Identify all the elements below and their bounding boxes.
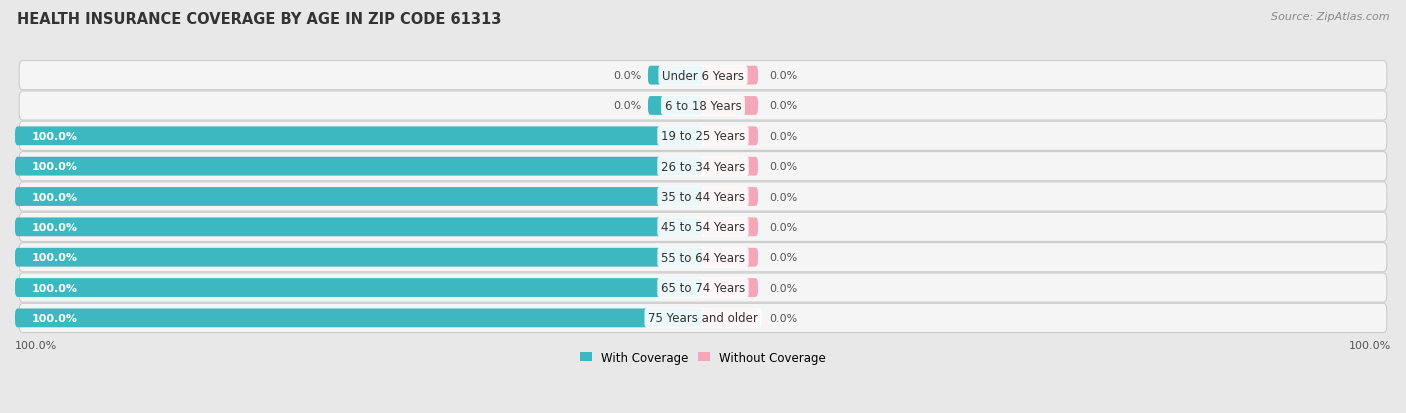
FancyBboxPatch shape xyxy=(20,213,1386,242)
Text: 100.0%: 100.0% xyxy=(31,162,77,172)
FancyBboxPatch shape xyxy=(648,66,703,85)
Text: 0.0%: 0.0% xyxy=(613,71,641,81)
Text: 0.0%: 0.0% xyxy=(769,313,797,323)
Text: 26 to 34 Years: 26 to 34 Years xyxy=(661,160,745,173)
Text: 55 to 64 Years: 55 to 64 Years xyxy=(661,251,745,264)
FancyBboxPatch shape xyxy=(703,97,758,116)
FancyBboxPatch shape xyxy=(20,122,1386,151)
FancyBboxPatch shape xyxy=(20,304,1386,332)
Text: 0.0%: 0.0% xyxy=(769,283,797,293)
FancyBboxPatch shape xyxy=(20,273,1386,302)
FancyBboxPatch shape xyxy=(703,278,758,297)
FancyBboxPatch shape xyxy=(15,218,703,237)
FancyBboxPatch shape xyxy=(20,152,1386,181)
Text: 0.0%: 0.0% xyxy=(613,101,641,111)
FancyBboxPatch shape xyxy=(15,309,703,328)
Text: 0.0%: 0.0% xyxy=(769,253,797,263)
FancyBboxPatch shape xyxy=(15,157,703,176)
Text: 100.0%: 100.0% xyxy=(31,283,77,293)
Text: Source: ZipAtlas.com: Source: ZipAtlas.com xyxy=(1271,12,1389,22)
FancyBboxPatch shape xyxy=(20,92,1386,121)
FancyBboxPatch shape xyxy=(703,157,758,176)
Text: 0.0%: 0.0% xyxy=(769,162,797,172)
FancyBboxPatch shape xyxy=(20,62,1386,90)
FancyBboxPatch shape xyxy=(15,278,703,297)
Text: 35 to 44 Years: 35 to 44 Years xyxy=(661,190,745,204)
FancyBboxPatch shape xyxy=(648,97,703,116)
Text: 100.0%: 100.0% xyxy=(31,131,77,142)
Text: Under 6 Years: Under 6 Years xyxy=(662,69,744,83)
Text: HEALTH INSURANCE COVERAGE BY AGE IN ZIP CODE 61313: HEALTH INSURANCE COVERAGE BY AGE IN ZIP … xyxy=(17,12,502,27)
Text: 0.0%: 0.0% xyxy=(769,192,797,202)
Text: 0.0%: 0.0% xyxy=(769,101,797,111)
Text: 0.0%: 0.0% xyxy=(769,131,797,142)
Text: 75 Years and older: 75 Years and older xyxy=(648,312,758,325)
Text: 100.0%: 100.0% xyxy=(31,313,77,323)
Text: 0.0%: 0.0% xyxy=(769,71,797,81)
Text: 19 to 25 Years: 19 to 25 Years xyxy=(661,130,745,143)
Text: 100.0%: 100.0% xyxy=(31,253,77,263)
FancyBboxPatch shape xyxy=(15,188,703,206)
FancyBboxPatch shape xyxy=(703,188,758,206)
Text: 6 to 18 Years: 6 to 18 Years xyxy=(665,100,741,113)
FancyBboxPatch shape xyxy=(20,183,1386,211)
Text: 0.0%: 0.0% xyxy=(769,222,797,232)
FancyBboxPatch shape xyxy=(703,127,758,146)
Text: 45 to 54 Years: 45 to 54 Years xyxy=(661,221,745,234)
Legend: With Coverage, Without Coverage: With Coverage, Without Coverage xyxy=(575,346,831,368)
FancyBboxPatch shape xyxy=(703,66,758,85)
Text: 100.0%: 100.0% xyxy=(31,192,77,202)
Text: 100.0%: 100.0% xyxy=(1348,340,1391,350)
FancyBboxPatch shape xyxy=(20,243,1386,272)
Text: 100.0%: 100.0% xyxy=(31,222,77,232)
Text: 100.0%: 100.0% xyxy=(15,340,58,350)
Text: 65 to 74 Years: 65 to 74 Years xyxy=(661,281,745,294)
FancyBboxPatch shape xyxy=(703,218,758,237)
FancyBboxPatch shape xyxy=(703,248,758,267)
FancyBboxPatch shape xyxy=(15,248,703,267)
FancyBboxPatch shape xyxy=(15,127,703,146)
FancyBboxPatch shape xyxy=(703,309,758,328)
